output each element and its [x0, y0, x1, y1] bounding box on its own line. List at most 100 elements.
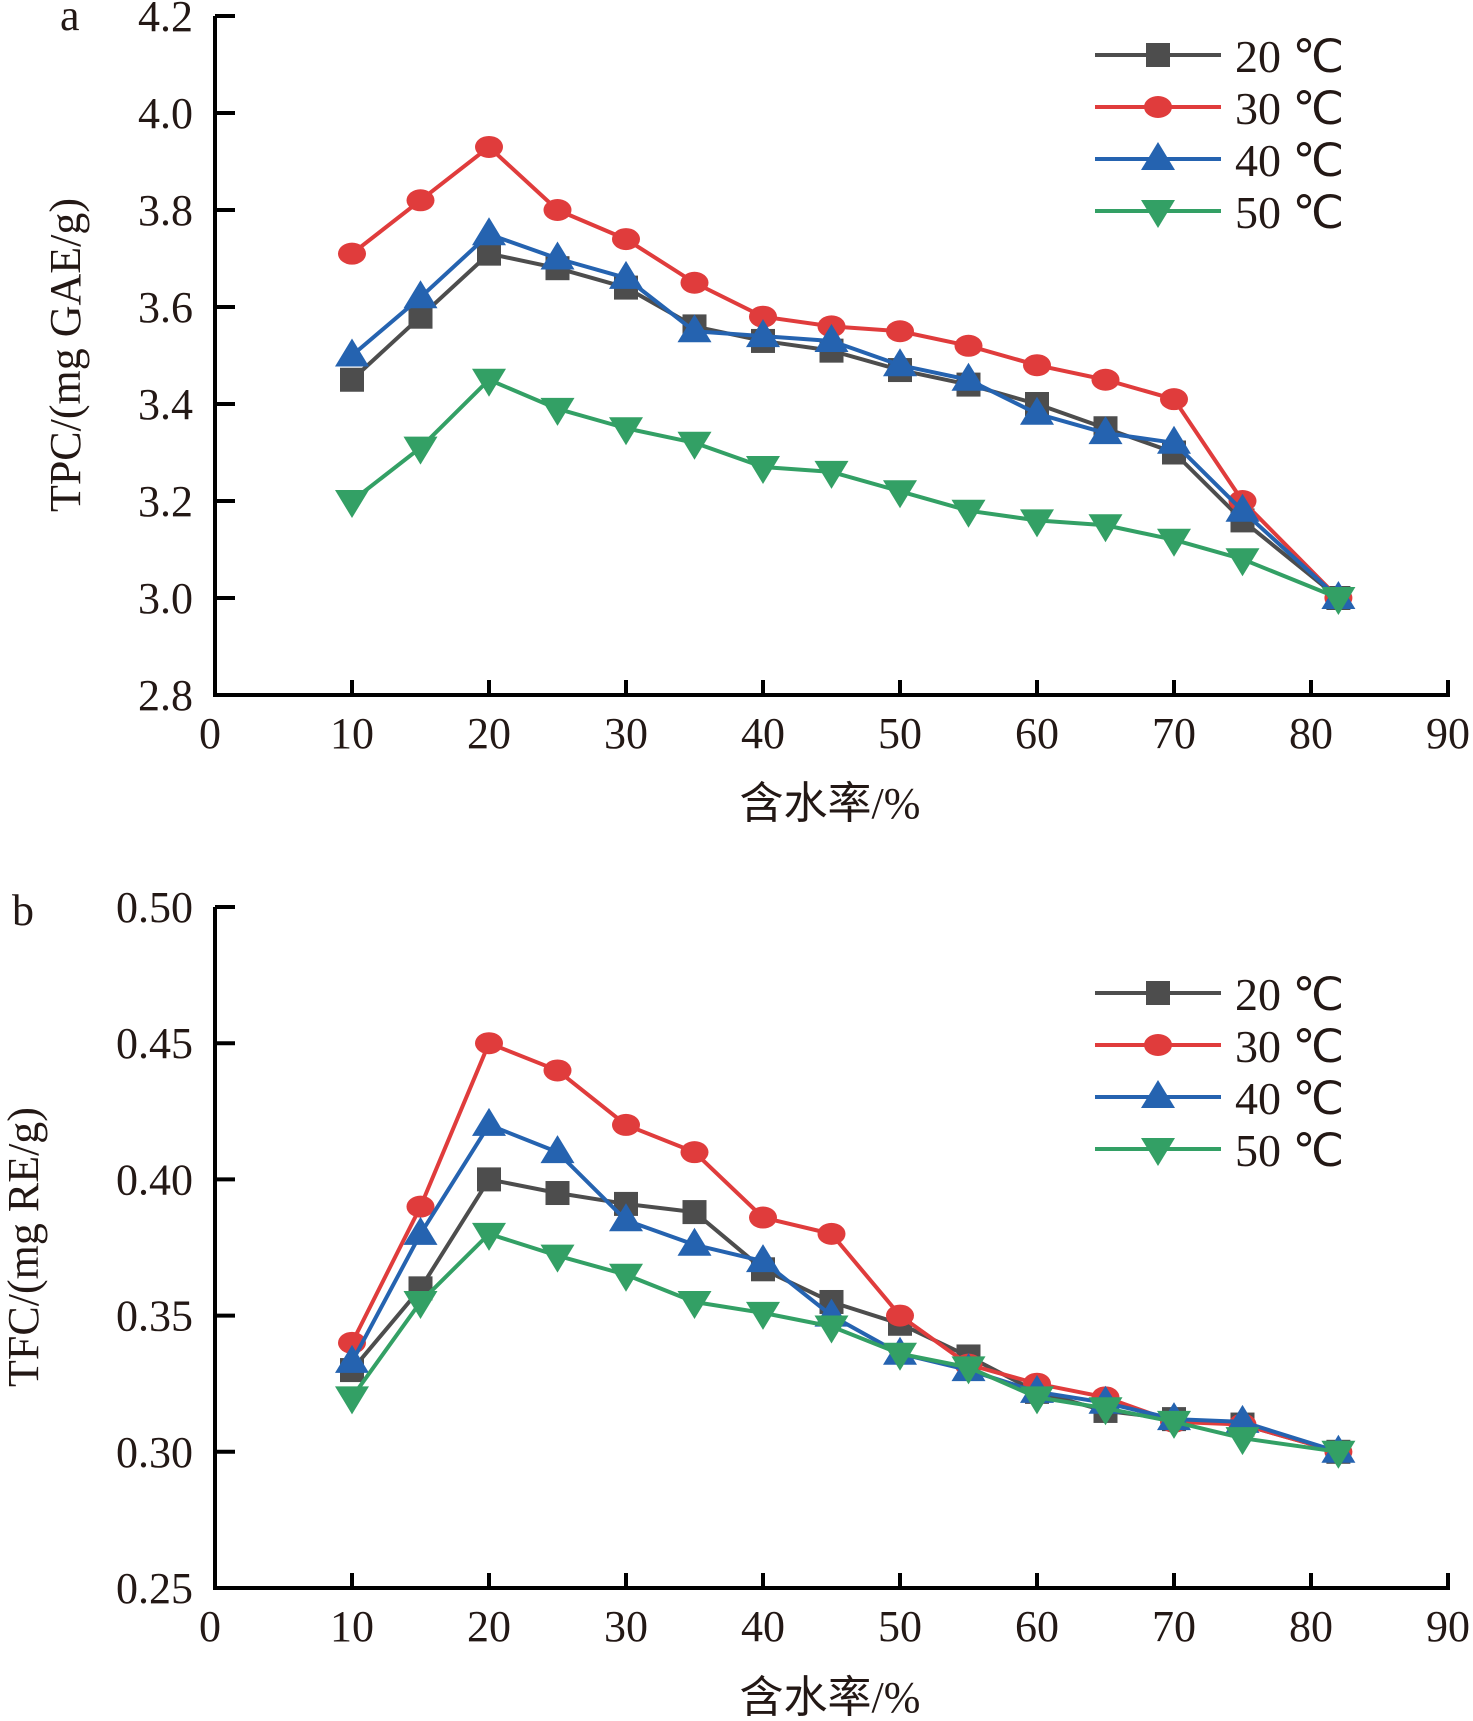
- y-tick-label: 0.35: [116, 1292, 193, 1341]
- data-point: [338, 242, 366, 265]
- x-axis-title: 含水率/%: [740, 779, 921, 828]
- data-point: [612, 228, 640, 251]
- data-point: [1157, 528, 1191, 557]
- data-point: [749, 305, 777, 328]
- data-point: [883, 348, 917, 377]
- y-tick-label: 3.4: [138, 380, 193, 429]
- data-point: [1020, 509, 1054, 538]
- data-point: [1023, 354, 1051, 377]
- x-tick-label: 20: [467, 1602, 511, 1651]
- data-point: [746, 1244, 780, 1273]
- x-tick-label: 30: [604, 1602, 648, 1651]
- legend: 20 ℃30 ℃40 ℃50 ℃: [1095, 969, 1344, 1176]
- data-point: [677, 314, 712, 343]
- data-point: [1225, 1427, 1260, 1456]
- x-tick-label: 0: [199, 1602, 221, 1651]
- data-point: [403, 280, 438, 309]
- x-tick-label: 40: [741, 1602, 785, 1651]
- data-point: [408, 304, 433, 329]
- data-point: [1225, 1404, 1260, 1433]
- series-40C: [335, 217, 1356, 609]
- legend-marker: [1144, 1034, 1172, 1056]
- data-point: [472, 217, 506, 246]
- legend-item: 40 ℃: [1095, 135, 1344, 186]
- data-point: [814, 1315, 849, 1344]
- legend-item: 50 ℃: [1095, 187, 1344, 238]
- y-axis-title: TPC/(mg GAE/g): [41, 198, 90, 512]
- data-point: [609, 1203, 643, 1232]
- y-tick-label: 0.50: [116, 883, 193, 932]
- legend-item: 20 ℃: [1095, 969, 1344, 1020]
- data-point: [540, 397, 575, 426]
- y-tick-label: 0.45: [116, 1019, 193, 1068]
- data-point: [677, 1290, 712, 1319]
- data-point: [1160, 388, 1188, 411]
- data-point: [403, 1216, 438, 1245]
- legend-label: 50 ℃: [1235, 187, 1344, 238]
- data-point: [746, 456, 780, 485]
- x-tick-label: 0: [199, 709, 221, 758]
- data-point: [951, 1356, 986, 1385]
- data-point: [677, 431, 712, 460]
- data-point: [472, 1222, 506, 1251]
- panel-label: b: [12, 886, 34, 935]
- data-point: [1091, 368, 1120, 391]
- legend-label: 40 ℃: [1235, 135, 1344, 186]
- data-point: [403, 1290, 438, 1319]
- series-line: [350, 377, 1340, 600]
- data-point: [749, 1206, 777, 1229]
- y-tick-label: 0.25: [116, 1564, 193, 1613]
- axes: 2.8 3.0 3.2 3.4 3.6 3.8 4.0 4.2 0 10 20 30 40 50 60 70 8…: [138, 0, 1470, 758]
- data-point: [680, 271, 709, 294]
- data-point: [814, 460, 849, 489]
- legend-label: 20 ℃: [1235, 969, 1344, 1020]
- x-tick-label: 70: [1152, 709, 1196, 758]
- data-point: [540, 1244, 575, 1273]
- data-point: [746, 319, 780, 348]
- data-point: [540, 1135, 575, 1164]
- data-point: [680, 1141, 709, 1164]
- data-point: [814, 323, 849, 352]
- data-point: [1157, 1410, 1191, 1439]
- data-point: [1321, 1440, 1356, 1469]
- x-tick-label: 50: [878, 1602, 922, 1651]
- data-point: [1088, 416, 1123, 445]
- data-point: [883, 1342, 917, 1371]
- data-point: [609, 417, 643, 446]
- x-tick-label: 10: [330, 709, 374, 758]
- panel-label: a: [60, 0, 80, 40]
- y-tick-label: 3.8: [138, 186, 193, 235]
- legend-label: 30 ℃: [1235, 83, 1344, 134]
- legend-marker: [1141, 1138, 1175, 1166]
- data-point: [406, 189, 435, 212]
- data-point: [886, 1304, 914, 1327]
- series-50C: [335, 1222, 1356, 1469]
- data-point: [543, 1059, 572, 1082]
- series-20C: [340, 241, 1351, 610]
- y-tick-label: 4.0: [138, 89, 193, 138]
- series-layer: [335, 1032, 1356, 1469]
- series-line: [350, 1041, 1339, 1454]
- y-tick-label: 0.30: [116, 1428, 193, 1477]
- series-50C: [335, 368, 1356, 615]
- data-point: [406, 1195, 435, 1218]
- axes: 0.25 0.30 0.35 0.40 0.45 0.50 0 10 20 30 40 50 60 70 8…: [116, 883, 1470, 1651]
- legend-label: 50 ℃: [1235, 1125, 1344, 1176]
- legend: 20 ℃30 ℃40 ℃50 ℃: [1095, 31, 1344, 238]
- x-tick-label: 90: [1426, 709, 1470, 758]
- data-point: [335, 1386, 369, 1415]
- x-axis-title: 含水率/%: [740, 1673, 921, 1721]
- x-tick-label: 10: [330, 1602, 374, 1651]
- panel-a: a 2.8 3.0 3.2 3.4 3.6 3.8 4.0 4.2 0 10 20 30 40 50 60 7…: [41, 0, 1470, 828]
- data-point: [1225, 493, 1260, 522]
- data-point: [682, 1200, 707, 1225]
- data-point: [609, 260, 643, 289]
- data-point: [335, 490, 369, 518]
- x-tick-label: 20: [467, 709, 511, 758]
- legend-label: 40 ℃: [1235, 1073, 1344, 1124]
- data-point: [472, 368, 506, 397]
- data-point: [1088, 514, 1123, 543]
- series-40C: [335, 1107, 1356, 1463]
- data-point: [540, 241, 575, 270]
- data-point: [340, 367, 364, 392]
